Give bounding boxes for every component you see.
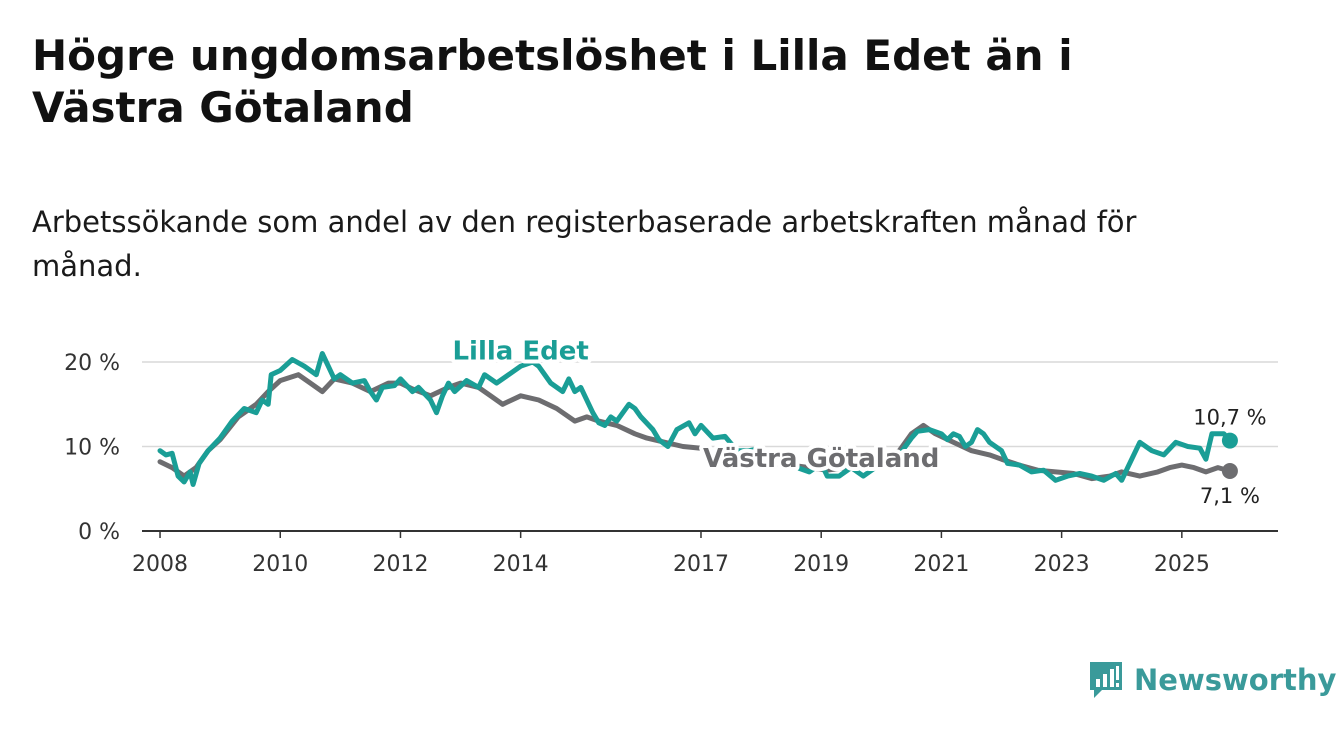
line-chart: 0 % 10 % 20 % 2008 2010 2012 2014 2017 2019 2021 2… <box>64 332 1278 577</box>
axis-layer: 0 % 10 % 20 % 2008 2010 2012 2014 2017 2019 2021 2… <box>64 351 1278 577</box>
series-line-västra-götaland <box>157 372 1233 482</box>
series-line-lilla-edet <box>157 351 1233 487</box>
series-label-lilla-edet: Lilla Edet <box>452 336 588 366</box>
end-value-label-vastra-gotaland: 7,1 % <box>1200 484 1260 508</box>
series-label-vastra-gotaland: Västra Götaland <box>703 444 939 474</box>
newsworthy-logo: Newsworthy <box>1088 660 1336 700</box>
grid-layer <box>142 361 1278 448</box>
x-tick-label: 2021 <box>913 552 969 577</box>
x-tick-label: 2014 <box>493 552 549 577</box>
x-tick-label: 2019 <box>793 552 849 577</box>
end-value-label-lilla-edet: 10,7 % <box>1193 406 1266 430</box>
y-tick-label: 20 % <box>64 351 120 376</box>
bar-chart-icon <box>1090 662 1122 698</box>
end-point-lilla-edet <box>1221 432 1238 449</box>
label-layer: Lilla Edet Västra Götaland 10,7 % 7,1 % <box>448 332 1269 510</box>
chart-title: Högre ungdomsarbetslöshet i Lilla Edet ä… <box>32 31 1073 132</box>
x-tick-label: 2008 <box>132 552 188 577</box>
x-tick-label: 2017 <box>673 552 729 577</box>
x-tick-label: 2023 <box>1034 552 1090 577</box>
x-tick-label: 2025 <box>1154 552 1210 577</box>
chart-subtitle: Arbetssökande som andel av den registerb… <box>32 205 1137 283</box>
y-tick-label: 0 % <box>78 520 120 545</box>
brand-name: Newsworthy <box>1134 663 1337 697</box>
x-tick-label: 2012 <box>372 552 428 577</box>
y-tick-label: 10 % <box>64 436 120 461</box>
x-tick-label: 2010 <box>252 552 308 577</box>
series-layer <box>157 351 1238 487</box>
end-point-västra-götaland <box>1221 463 1238 480</box>
